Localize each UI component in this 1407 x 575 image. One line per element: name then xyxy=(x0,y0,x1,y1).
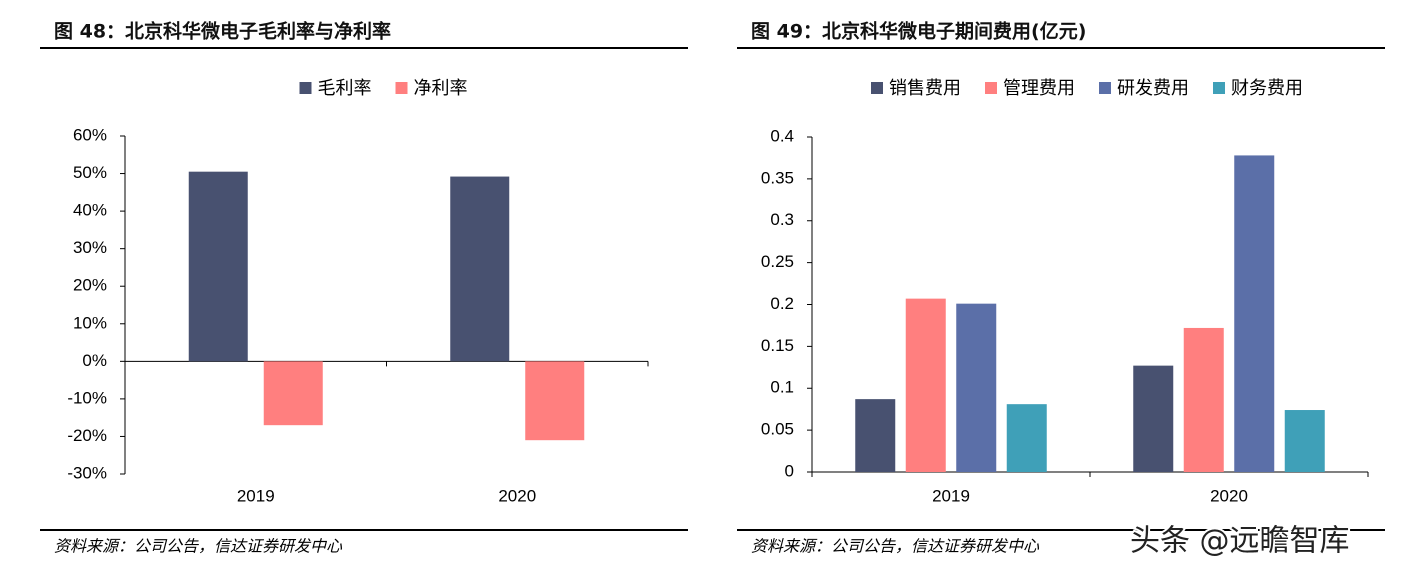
y-tick-label: 0.15 xyxy=(761,336,794,355)
x-tick-label: 2019 xyxy=(237,486,275,505)
legend-label: 净利率 xyxy=(414,78,468,99)
chart-title: 图 48：北京科华微电子毛利率与净利率 xyxy=(54,20,391,43)
x-tick-label: 2019 xyxy=(932,486,970,505)
legend-label: 财务费用 xyxy=(1231,78,1303,99)
y-tick-label: 0.25 xyxy=(761,252,794,271)
legend-swatch xyxy=(1213,82,1225,94)
watermark: 头条 @远瞻智库 xyxy=(1130,524,1350,559)
source: 资料来源：公司公告，信达证券研发中心 xyxy=(751,537,1040,556)
bar xyxy=(1183,327,1224,472)
bar xyxy=(905,298,946,472)
bar xyxy=(188,171,248,362)
y-tick-label: 0% xyxy=(82,351,107,370)
legend-label: 毛利率 xyxy=(318,78,372,99)
bar xyxy=(956,303,997,472)
y-tick-label: 20% xyxy=(73,276,107,295)
bar xyxy=(855,399,896,472)
y-tick-label: 0.05 xyxy=(761,420,794,439)
y-tick-label: -20% xyxy=(67,426,107,445)
legend-label: 管理费用 xyxy=(1003,78,1075,99)
y-tick-label: 10% xyxy=(73,313,107,332)
y-tick-label: 50% xyxy=(73,163,107,182)
legend-swatch xyxy=(395,82,408,94)
y-tick-label: 60% xyxy=(73,125,107,144)
y-tick-label: 0.4 xyxy=(770,126,794,145)
legend-swatch xyxy=(871,82,883,94)
y-tick-label: 0 xyxy=(785,461,794,480)
bar xyxy=(1234,155,1275,473)
legend-swatch xyxy=(299,82,312,94)
bar xyxy=(525,361,585,441)
bar xyxy=(1133,365,1174,472)
y-tick-label: 0.3 xyxy=(770,210,794,229)
x-tick-label: 2020 xyxy=(498,486,536,505)
y-tick-label: 30% xyxy=(73,238,107,257)
y-tick-label: -10% xyxy=(67,388,107,407)
y-tick-label: 0.2 xyxy=(770,294,794,313)
bar xyxy=(1006,404,1047,472)
y-tick-label: 40% xyxy=(73,201,107,220)
legend-label: 销售费用 xyxy=(889,78,961,99)
x-tick-label: 2020 xyxy=(1210,486,1248,505)
y-tick-label: -30% xyxy=(67,463,107,482)
source: 资料来源：公司公告，信达证券研发中心 xyxy=(54,537,343,556)
legend-swatch xyxy=(985,82,997,94)
legend-label: 研发费用 xyxy=(1117,78,1189,99)
legend-swatch xyxy=(1099,82,1111,94)
bar xyxy=(263,361,323,426)
y-tick-label: 0.35 xyxy=(761,168,794,187)
bar xyxy=(450,176,510,362)
y-tick-label: 0.1 xyxy=(770,378,794,397)
bar xyxy=(1284,410,1325,472)
chart-title: 图 49：北京科华微电子期间费用(亿元) xyxy=(751,20,1086,43)
